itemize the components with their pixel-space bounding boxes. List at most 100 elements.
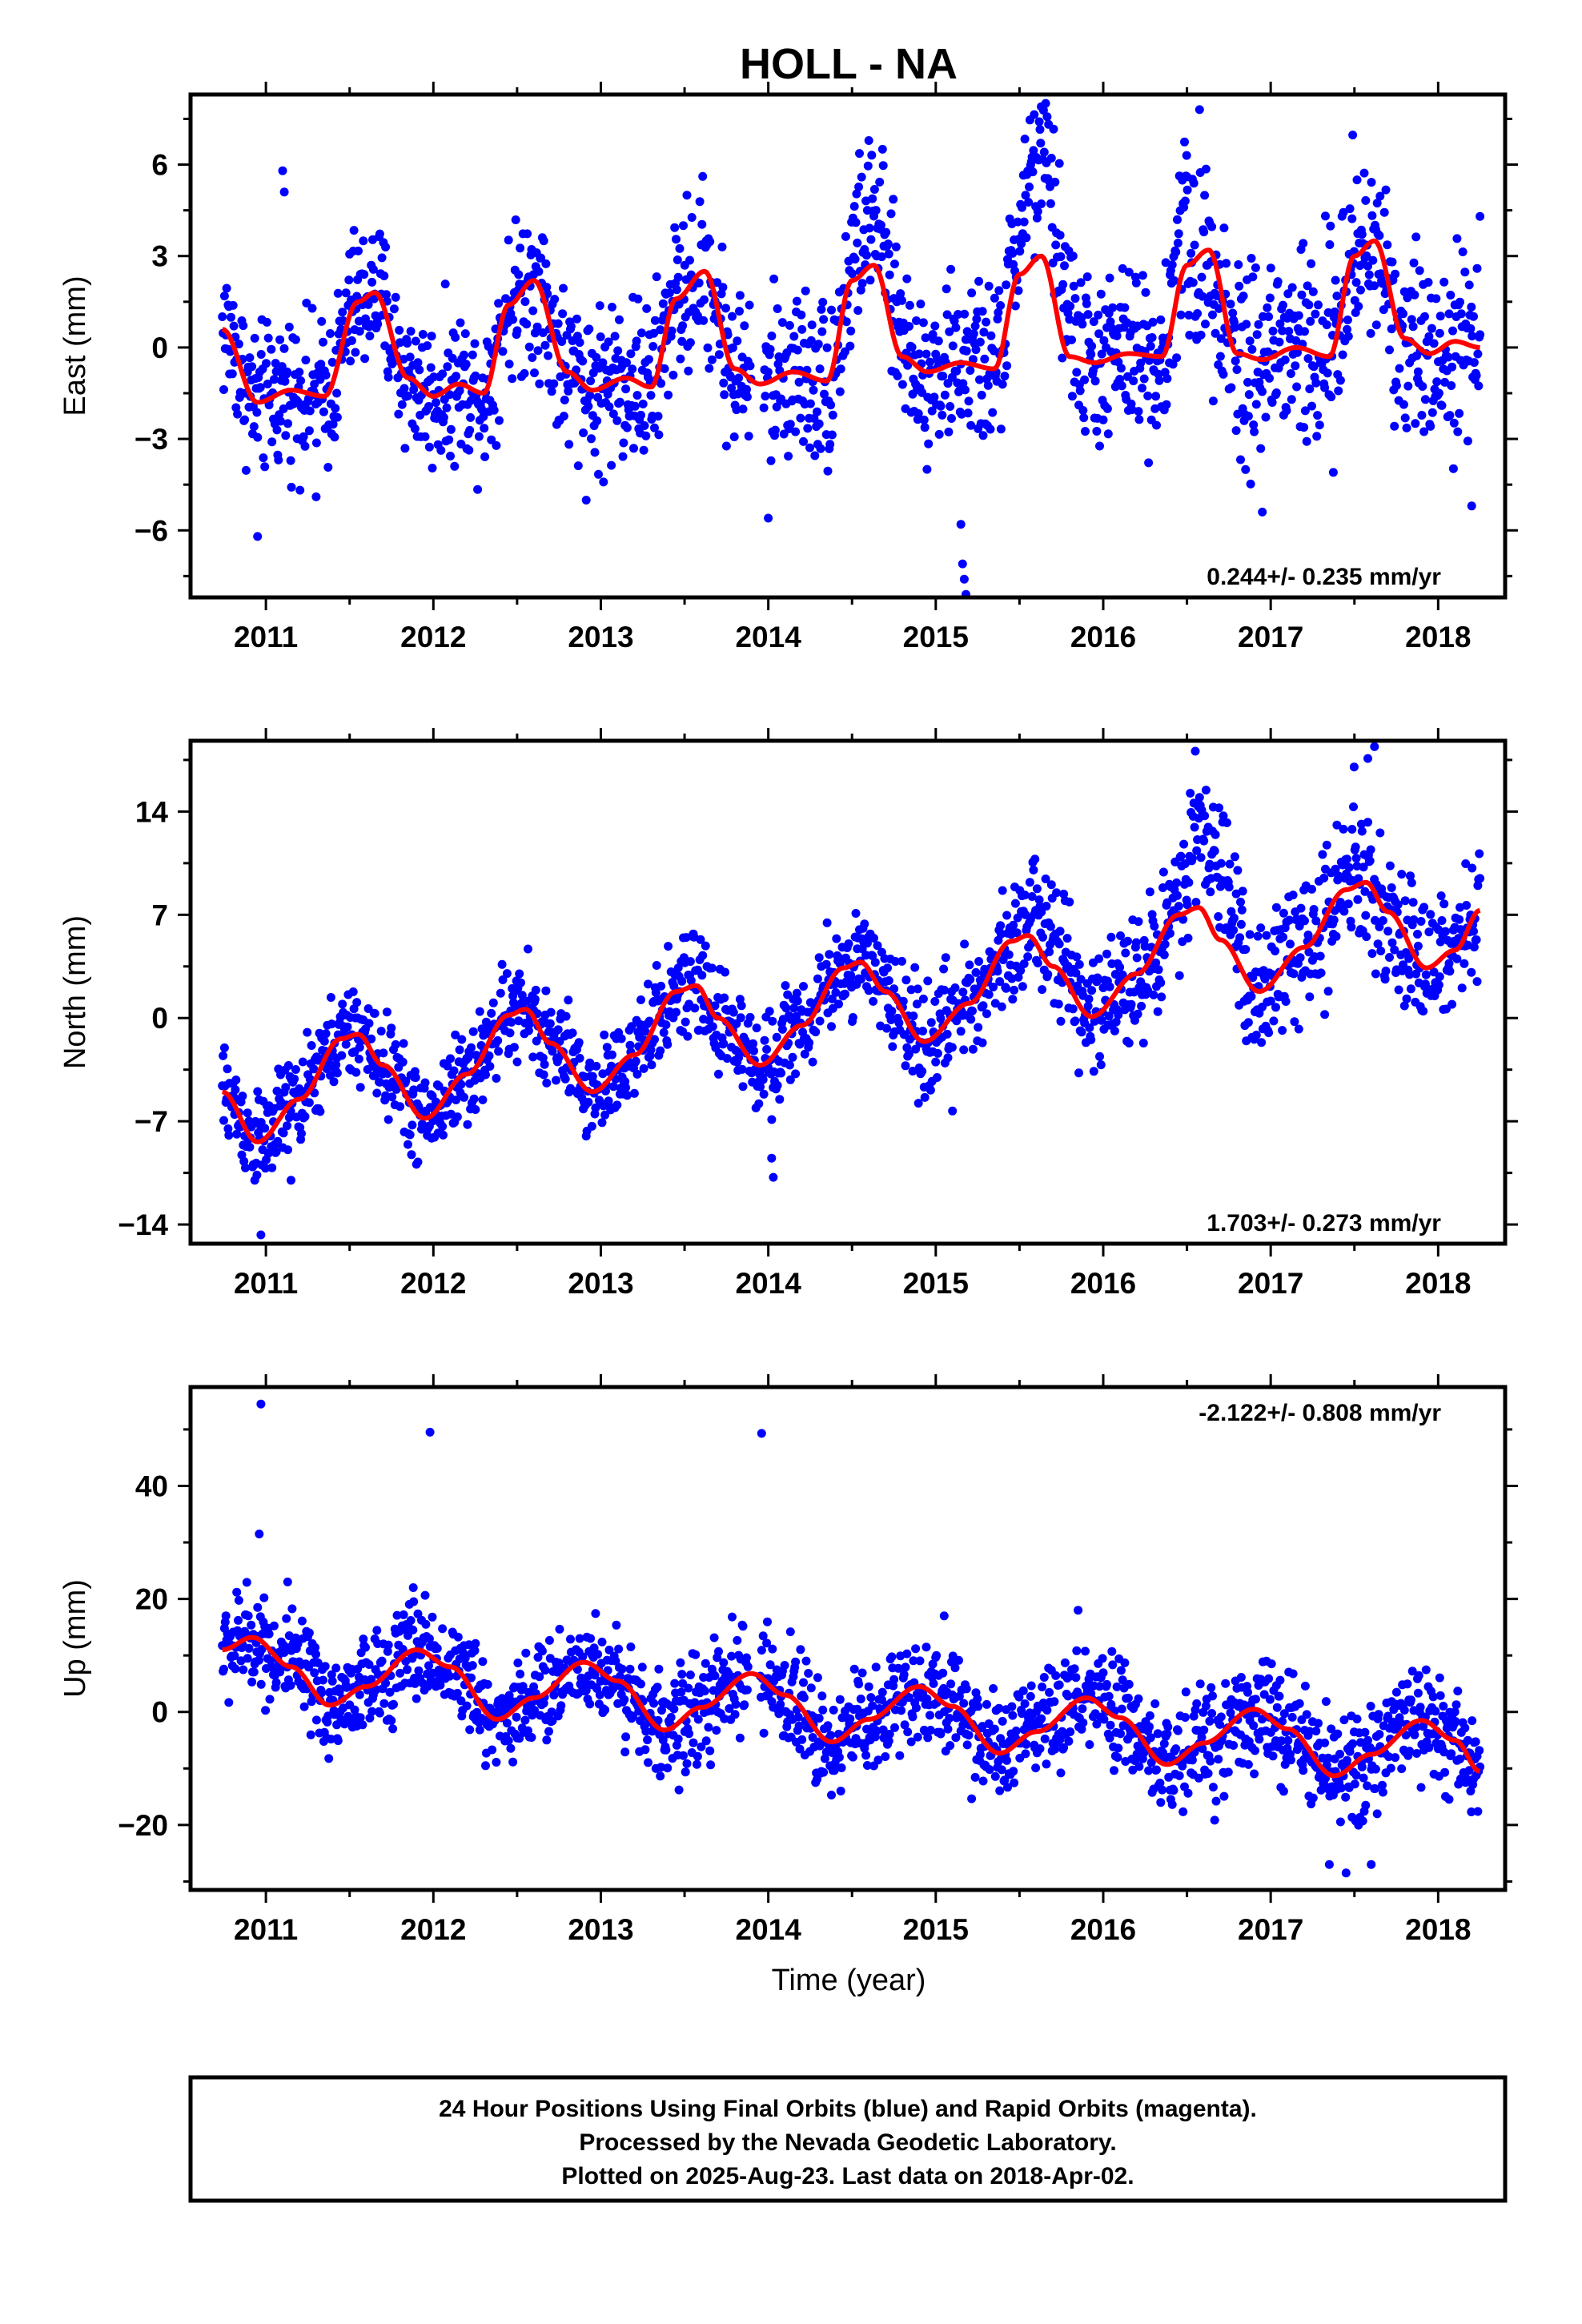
east-point <box>319 407 328 416</box>
north-point <box>677 976 687 986</box>
east-point <box>1339 207 1348 217</box>
east-point <box>1081 427 1090 436</box>
north-point <box>996 929 1006 939</box>
east-point <box>865 223 874 233</box>
north-point <box>1172 878 1182 887</box>
east-point <box>267 344 276 354</box>
north-point <box>1278 1026 1287 1035</box>
north-point <box>1419 1007 1428 1016</box>
east-point <box>1308 287 1318 296</box>
up-point <box>412 1694 421 1703</box>
north-point <box>1416 917 1426 926</box>
east-point <box>1343 316 1352 324</box>
north-point <box>452 1096 461 1104</box>
up-point <box>728 1612 737 1622</box>
east-point <box>1464 280 1474 290</box>
up-point <box>780 1661 789 1670</box>
east-point <box>728 312 737 321</box>
east-point <box>877 144 887 154</box>
east-point <box>1198 292 1207 301</box>
north-point <box>664 942 673 951</box>
east-point <box>846 326 856 336</box>
east-point <box>1456 309 1466 319</box>
north-point <box>995 977 1005 987</box>
north-point <box>1184 878 1194 887</box>
up-panel: 2011 2012 2013 2014 2015 2016 2017 2018−2002040… <box>58 1374 1518 1946</box>
east-point <box>542 283 552 292</box>
north-point <box>1016 966 1026 975</box>
north-point <box>1037 907 1046 917</box>
north-point <box>1353 895 1363 904</box>
up-point <box>854 1679 864 1689</box>
up-point <box>379 1699 389 1708</box>
up-point <box>661 1745 671 1755</box>
east-point <box>921 333 930 343</box>
east-point <box>848 269 857 279</box>
east-point <box>344 275 354 285</box>
east-y-tick-label: 0 <box>151 332 168 364</box>
up-point <box>591 1609 600 1618</box>
north-point <box>484 1051 494 1060</box>
east-point <box>1083 310 1093 320</box>
east-point <box>967 288 977 298</box>
east-point <box>239 321 248 331</box>
east-point <box>896 289 905 299</box>
east-point <box>718 283 728 292</box>
east-point <box>648 342 658 351</box>
north-point <box>1094 954 1104 963</box>
east-point <box>954 310 963 319</box>
north-point <box>656 1046 665 1055</box>
east-point <box>869 185 879 194</box>
east-point <box>397 400 407 409</box>
east-point <box>1185 331 1195 340</box>
up-point <box>585 1699 595 1709</box>
north-point <box>939 964 949 974</box>
east-point <box>533 346 543 356</box>
east-point <box>975 375 984 384</box>
east-point <box>905 300 914 310</box>
north-point <box>379 1048 388 1058</box>
east-point <box>1440 377 1450 387</box>
east-point <box>1472 371 1481 380</box>
north-point <box>1086 1035 1096 1044</box>
up-point <box>1178 1807 1188 1816</box>
north-point <box>1111 1017 1121 1027</box>
east-point <box>1468 332 1477 341</box>
east-point <box>863 161 873 171</box>
north-point <box>553 1025 563 1035</box>
up-point <box>685 1671 695 1679</box>
up-point <box>1102 1679 1111 1689</box>
north-point <box>1260 975 1270 983</box>
north-point <box>409 1085 419 1095</box>
east-point <box>1283 289 1293 299</box>
east-point <box>604 402 614 412</box>
east-point <box>1115 375 1125 384</box>
north-point <box>1460 959 1469 968</box>
north-point <box>1339 907 1349 916</box>
east-point <box>1219 369 1228 379</box>
east-point <box>1103 429 1113 439</box>
east-point <box>1456 297 1464 307</box>
north-point <box>1012 928 1022 938</box>
east-point <box>654 430 664 440</box>
north-point <box>696 935 705 944</box>
east-point <box>317 316 327 326</box>
north-point <box>560 1074 570 1084</box>
north-point <box>561 1011 571 1021</box>
east-point <box>359 236 368 246</box>
east-panel: 2011 2012 2013 2014 2015 2016 2017 2018−6−3036E… <box>58 82 1518 653</box>
north-point <box>663 1039 673 1049</box>
north-point <box>719 1039 729 1048</box>
east-point <box>1311 378 1321 388</box>
east-point <box>477 405 487 415</box>
north-outlier-point <box>287 1176 295 1185</box>
up-point <box>224 1698 234 1707</box>
north-point <box>1154 965 1163 975</box>
east-point <box>1124 267 1134 277</box>
east-point <box>346 356 355 366</box>
north-point <box>1285 915 1295 925</box>
north-point <box>697 971 707 980</box>
east-point <box>536 253 546 263</box>
east-point <box>566 322 576 331</box>
east-y-tick-label: −6 <box>135 514 168 547</box>
